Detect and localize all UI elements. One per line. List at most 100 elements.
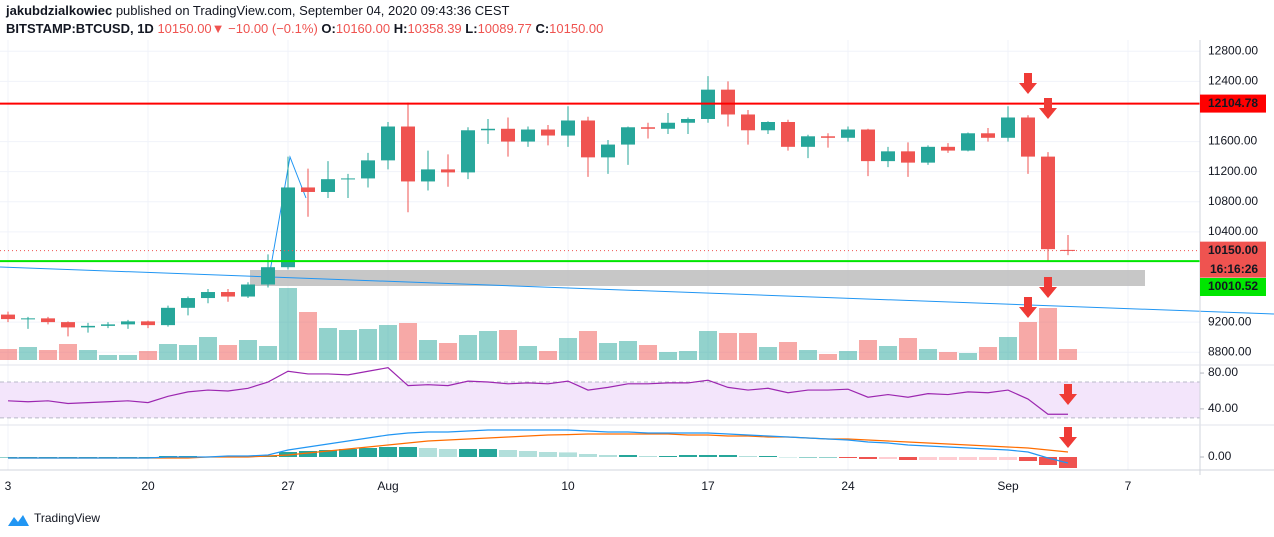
volume-bar <box>759 347 777 360</box>
plot <box>0 76 1200 468</box>
y-tick-label: 9200.00 <box>1208 314 1252 328</box>
volume-bar <box>739 333 757 360</box>
volume-bar <box>679 351 697 360</box>
macd-histogram-bar <box>19 457 37 458</box>
volume-bar <box>859 340 877 360</box>
candle-body <box>321 179 335 192</box>
candle-body <box>641 127 655 129</box>
published: published on TradingView.com, September … <box>116 3 510 18</box>
macd-histogram-bar <box>739 456 757 457</box>
macd-histogram-bar <box>859 457 877 459</box>
macd-histogram-bar <box>619 455 637 457</box>
macd-histogram-bar <box>319 450 337 457</box>
volume-bar <box>919 349 937 360</box>
arrow <box>1039 277 1057 298</box>
candle-body <box>341 178 355 180</box>
volume-bar <box>139 351 157 360</box>
x-tick-label: 3 <box>5 479 12 493</box>
volume-bar <box>559 338 577 360</box>
volume-bar <box>0 349 17 360</box>
volume-bar <box>339 330 357 360</box>
candle-body <box>161 307 175 326</box>
macd-histogram-bar <box>59 457 77 458</box>
macd-histogram-bar <box>119 457 137 458</box>
y-tick-label: 0.00 <box>1208 449 1232 463</box>
volume-bar <box>479 331 497 360</box>
macd-histogram-bar <box>379 447 397 457</box>
volume-bar <box>539 351 557 360</box>
candle-body <box>1041 156 1055 250</box>
macd-histogram-bar <box>499 450 517 457</box>
candle-body <box>1021 117 1035 157</box>
candle-body <box>221 292 235 297</box>
macd-histogram-bar <box>679 455 697 457</box>
macd-histogram-bar <box>699 455 717 457</box>
volume-bar <box>599 343 617 360</box>
y-tick-label: 10400.00 <box>1208 224 1258 238</box>
macd-histogram-bar <box>999 457 1017 460</box>
volume-bar <box>119 355 137 360</box>
volume-bar <box>719 333 737 360</box>
candle-body <box>401 126 415 182</box>
x-tick-label: Aug <box>377 479 398 493</box>
candle-body <box>181 298 195 308</box>
volume-bar <box>639 345 657 360</box>
y-tick-label: 8800.00 <box>1208 344 1252 358</box>
candle-body <box>681 118 695 123</box>
high: 10358.39 <box>407 21 461 36</box>
macd-histogram-bar <box>559 452 577 457</box>
candle-body <box>781 122 795 147</box>
volume-bar <box>579 331 597 360</box>
candle-body <box>381 126 395 161</box>
volume-bar <box>39 350 57 360</box>
price-tag <box>1200 94 1266 113</box>
price-tag-label: 12104.78 <box>1208 96 1258 110</box>
arrow <box>1019 297 1037 318</box>
arrow <box>1059 384 1077 405</box>
volume-bar <box>359 329 377 360</box>
x-tick-label: Sep <box>997 479 1019 493</box>
arrow <box>1059 427 1077 448</box>
candle-body <box>821 136 835 138</box>
candle-body <box>561 120 575 136</box>
candle-body <box>241 284 255 297</box>
volume-bar <box>979 347 997 360</box>
countdown: 16:16:26 <box>1210 262 1258 276</box>
macd-histogram-bar <box>979 457 997 460</box>
macd-histogram-bar <box>479 449 497 457</box>
volume-bar <box>1039 308 1057 360</box>
volume-bar <box>839 351 857 360</box>
macd-histogram-bar <box>99 457 117 458</box>
candle-body <box>621 127 635 145</box>
volume-bar <box>319 328 337 360</box>
macd-histogram-bar <box>459 449 477 457</box>
candle-body <box>61 322 75 328</box>
candle-body <box>661 122 675 129</box>
macd-histogram-bar <box>39 457 57 458</box>
volume-bar <box>779 342 797 360</box>
h-label: H: <box>394 21 408 36</box>
candle-body <box>201 292 215 299</box>
candle-body <box>461 130 475 173</box>
candle-body <box>481 128 495 131</box>
macd-histogram-bar <box>539 452 557 457</box>
volume-bar <box>259 346 277 360</box>
volume-bar <box>99 355 117 360</box>
symbol-line: BITSTAMP:BTCUSD, 1D 10150.00▼ −10.00 (−0… <box>6 21 603 36</box>
x-tick-label: 24 <box>841 479 855 493</box>
open: 10160.00 <box>336 21 390 36</box>
volume-bar <box>79 350 97 360</box>
volume-bar <box>179 345 197 360</box>
volume-bar <box>19 347 37 360</box>
candle-body <box>21 318 35 320</box>
macd-histogram-bar <box>899 457 917 460</box>
candle-body <box>281 187 295 268</box>
candle-body <box>261 267 275 285</box>
candle-body <box>741 114 755 131</box>
macd-histogram-bar <box>639 456 657 457</box>
symbol: BITSTAMP:BTCUSD, 1D <box>6 21 154 36</box>
macd-histogram-bar <box>719 455 737 457</box>
change: ▼ −10.00 (−0.1%) <box>212 21 318 36</box>
